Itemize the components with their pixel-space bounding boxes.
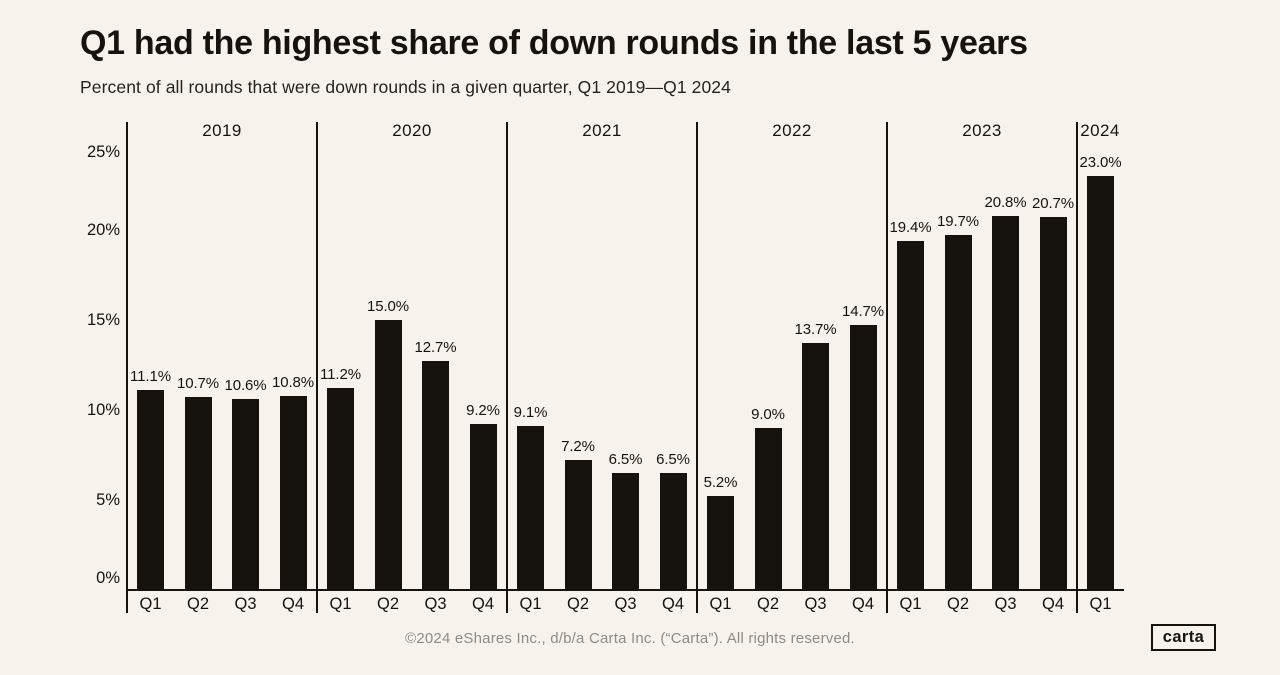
bar-value-label: 19.7% <box>936 213 980 230</box>
bar <box>517 426 544 590</box>
bar-value-label: 14.7% <box>841 303 885 320</box>
carta-logo: carta <box>1151 624 1216 651</box>
bar <box>897 241 924 590</box>
year-label: 2019 <box>202 121 242 140</box>
page-subtitle: Percent of all rounds that were down rou… <box>80 77 731 97</box>
bar-value-label: 12.7% <box>414 339 457 356</box>
quarter-label: Q3 <box>804 595 827 613</box>
y-axis-tick-label: 20% <box>86 221 120 239</box>
quarter-label: Q4 <box>851 595 874 613</box>
quarter-label: Q2 <box>946 595 969 613</box>
bar <box>137 390 164 590</box>
year-label: 2024 <box>1080 121 1120 140</box>
bar-value-label: 9.0% <box>751 406 785 423</box>
quarter-label: Q4 <box>471 595 494 613</box>
bar-value-label: 11.1% <box>130 368 171 385</box>
quarter-label: Q1 <box>899 595 922 613</box>
quarter-label: Q3 <box>614 595 637 613</box>
quarter-label: Q1 <box>519 595 542 613</box>
year-separator-line <box>506 122 508 613</box>
bar <box>659 473 687 590</box>
quarter-label: Q4 <box>281 595 304 613</box>
quarter-label: Q1 <box>329 595 352 613</box>
bar <box>612 473 639 590</box>
bar-value-label: 11.2% <box>320 366 361 383</box>
quarter-label: Q2 <box>756 595 779 613</box>
quarter-label: Q3 <box>424 595 447 613</box>
bar <box>564 460 592 590</box>
bar <box>1039 217 1067 590</box>
bar <box>279 396 307 590</box>
quarter-label: Q1 <box>139 595 162 613</box>
bar-value-label: 9.1% <box>513 404 548 421</box>
bar-value-label: 10.8% <box>271 374 315 391</box>
y-axis-tick-label: 10% <box>86 401 120 419</box>
bar-value-label: 10.6% <box>224 377 267 394</box>
bar <box>992 216 1019 590</box>
bar <box>754 428 782 590</box>
bar <box>327 388 354 590</box>
bar-value-label: 10.7% <box>176 375 220 392</box>
year-label: 2021 <box>582 121 622 140</box>
bar-value-label: 7.2% <box>561 438 595 455</box>
bar-value-label: 5.2% <box>703 474 738 491</box>
quarter-label: Q1 <box>709 595 732 613</box>
quarter-label: Q4 <box>661 595 684 613</box>
bar <box>374 320 402 590</box>
bar <box>422 361 449 590</box>
year-label: 2020 <box>392 121 432 140</box>
quarter-label: Q2 <box>376 595 399 613</box>
quarter-label: Q2 <box>186 595 209 613</box>
bar <box>707 496 734 590</box>
year-separator-line <box>316 122 318 613</box>
year-label: 2022 <box>772 121 812 140</box>
y-axis-tick-label: 5% <box>96 491 120 509</box>
quarter-label: Q1 <box>1089 595 1112 613</box>
quarter-label: Q3 <box>234 595 257 613</box>
quarter-label: Q2 <box>566 595 589 613</box>
bar-value-label: 19.4% <box>889 219 932 236</box>
bar-value-label: 20.7% <box>1031 195 1075 212</box>
bar <box>849 325 877 590</box>
page-title: Q1 had the highest share of down rounds … <box>80 24 1028 62</box>
quarter-label: Q4 <box>1041 595 1064 613</box>
y-axis-tick-label: 25% <box>86 143 120 161</box>
quarter-label: Q3 <box>994 595 1017 613</box>
bar <box>944 235 972 590</box>
y-axis-line <box>126 122 128 613</box>
footer-copyright: ©2024 eShares Inc., d/b/a Carta Inc. (“C… <box>405 630 855 647</box>
bar <box>1087 176 1114 590</box>
bar-value-label: 23.0% <box>1079 154 1122 171</box>
y-axis-tick-label: 15% <box>86 311 120 329</box>
year-separator-line <box>696 122 698 613</box>
bar <box>469 424 497 590</box>
x-axis-baseline <box>127 589 1124 591</box>
bar-value-label: 9.2% <box>466 402 500 419</box>
bar-value-label: 6.5% <box>656 451 690 468</box>
bar <box>184 397 212 590</box>
bar-value-label: 20.8% <box>984 194 1027 211</box>
y-axis-tick-label: 0% <box>96 569 120 587</box>
bar-value-label: 15.0% <box>366 298 410 315</box>
bar-value-label: 6.5% <box>608 451 643 468</box>
year-separator-line <box>886 122 888 613</box>
bar <box>802 343 829 590</box>
bar <box>232 399 259 590</box>
year-label: 2023 <box>962 121 1002 140</box>
bar-value-label: 13.7% <box>794 321 837 338</box>
year-separator-line <box>1076 122 1078 613</box>
